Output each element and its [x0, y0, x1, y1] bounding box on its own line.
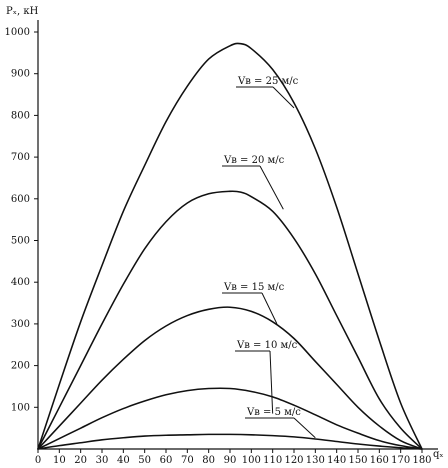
series-line: [37, 190, 423, 450]
series-line: [37, 42, 423, 450]
x-tick-label: 140: [327, 455, 346, 466]
series-line: [37, 306, 423, 450]
x-tick-label: 120: [284, 455, 303, 466]
x-tick-label: 0: [35, 455, 41, 466]
y-tick-label: 100: [11, 402, 30, 413]
series-label-leader: [259, 165, 284, 210]
series-label-leader: [272, 86, 295, 109]
series-label: Vв = 20 м/с: [223, 155, 285, 166]
x-tick-label: 170: [391, 455, 410, 466]
curves-layer: [37, 42, 423, 450]
x-tick-label: 180: [412, 455, 431, 466]
series-label: Vв = 25 м/с: [237, 76, 299, 87]
series-label: Vв = 5 м/с: [246, 407, 301, 418]
x-tick-label: 30: [96, 455, 109, 466]
series-label-leader: [261, 292, 278, 325]
y-tick-label: 1000: [5, 27, 30, 38]
x-tick-label: 40: [117, 455, 130, 466]
x-tick-label: 70: [181, 455, 194, 466]
x-tick-label: 110: [263, 455, 282, 466]
x-tick-label: 60: [160, 455, 173, 466]
x-tick-label: 90: [224, 455, 237, 466]
series-label-leader: [293, 417, 316, 439]
y-tick-label: 300: [11, 319, 30, 330]
labels-layer: Vв = 25 м/с Vв = 20 м/с Vв = 15 м/с Vв = 10…: [222, 76, 316, 439]
x-tick-label: 130: [306, 455, 325, 466]
ticks-layer: 0 10 20 30 40 50 60 70 80 90 100 110 120 130 140 150 160…: [5, 27, 432, 466]
x-tick-label: 160: [370, 455, 389, 466]
series-line: [37, 433, 423, 450]
x-tick-label: 20: [74, 455, 87, 466]
x-tick-label: 150: [348, 455, 367, 466]
series-label: Vв = 15 м/с: [223, 282, 285, 293]
y-tick-label: 800: [11, 110, 30, 121]
series-label-leader: [269, 350, 274, 414]
y-tick-label: 900: [11, 69, 30, 80]
series-line: [37, 387, 423, 450]
series-label: Vв = 10 м/с: [236, 340, 298, 351]
x-tick-label: 80: [202, 455, 215, 466]
y-tick-label: 600: [11, 194, 30, 205]
y-tick-label: 400: [11, 277, 30, 288]
x-axis-label: qₓ: [433, 449, 444, 460]
x-tick-label: 100: [242, 455, 261, 466]
x-tick-label: 10: [53, 455, 66, 466]
x-tick-label: 50: [138, 455, 151, 466]
y-axis-label: Pₓ, кН: [6, 6, 39, 17]
y-tick-label: 200: [11, 361, 30, 372]
y-tick-label: 500: [11, 236, 30, 247]
y-tick-label: 700: [11, 152, 30, 163]
